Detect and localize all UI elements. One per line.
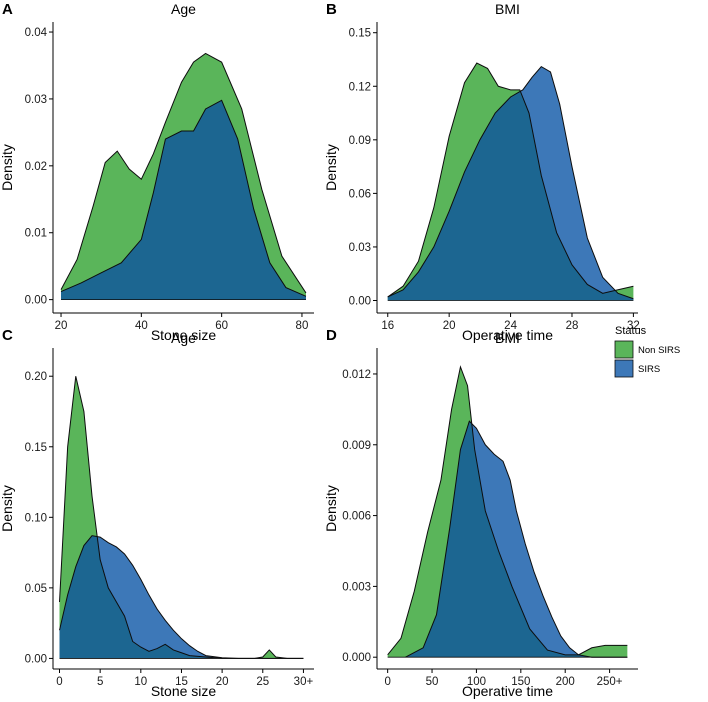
panel-d-y-tick-label-0-000: 0.000 — [342, 652, 371, 664]
panel-a-x-axis-title: Age — [171, 330, 196, 346]
panel-b-letter: B — [326, 1, 337, 18]
panel-a-x-tick-label-40: 40 — [135, 320, 148, 332]
panel-d-x-tick-label-250: 250+ — [597, 676, 623, 688]
panel-b-x-tick-label-28: 28 — [566, 320, 579, 332]
panel-b-non-sirs-line — [387, 62, 634, 298]
panel-d-non-sirs-line — [387, 365, 628, 656]
panel-c-non-sirs-line — [59, 376, 304, 659]
legend-swatch-non-sirs — [614, 340, 634, 359]
legend-title: Status — [615, 325, 647, 337]
panel-c-x-tick-label-10: 10 — [134, 676, 147, 688]
panel-a-x-tick-label-20: 20 — [55, 320, 68, 332]
panel-a-y-tick-label-0-01: 0.01 — [25, 228, 47, 240]
panel-b-y-tick-label-0-09: 0.09 — [349, 135, 371, 147]
panel-b-y-tick-label-0-12: 0.12 — [349, 81, 371, 93]
chart-panels: 20 40 60 80 0.00 0.01 0.02 0.03 0.04 Age A Age Densi… — [0, 1, 640, 699]
panel-a-y-tick-label-0-02: 0.02 — [25, 161, 47, 173]
panel-d-x-axis-title: Operative time — [462, 683, 553, 699]
panel-c-x-tick-label-20: 20 — [216, 676, 229, 688]
panel-b-y-axis-title: Density — [323, 144, 339, 191]
panel-a-x-tick-label-80: 80 — [296, 320, 309, 332]
panel-a-y-tick-label-0-04: 0.04 — [25, 27, 48, 39]
panel-d-y-tick-label-0-009: 0.009 — [342, 440, 371, 452]
panel-d: 0 50 100 150 200 250+ 0.000 0.003 0.006 0.009 0.01… — [323, 327, 638, 699]
panel-c-y-tick-label-0-00: 0.00 — [25, 653, 47, 665]
panel-c-title: Stone size — [151, 327, 217, 343]
legend-label-sirs: SIRS — [638, 364, 660, 375]
panel-c-x-tick-label-5: 5 — [97, 676, 103, 688]
panel-a-y-tick-label-0-03: 0.03 — [25, 94, 47, 106]
panel-c-x-tick-label-15: 15 — [175, 676, 188, 688]
panel-d-title: Operative time — [462, 327, 553, 343]
legend-label-non-sirs: Non SIRS — [638, 345, 680, 356]
panel-a-sirs-line — [60, 99, 307, 297]
panel-a-y-tick-label-0-00: 0.00 — [25, 295, 47, 307]
panel-c-x-tick-label-30: 30+ — [294, 676, 314, 688]
panel-c-y-tick-label-0-10: 0.10 — [25, 512, 47, 524]
panel-c-letter: C — [2, 327, 13, 344]
panel-a-overlap-area — [61, 100, 306, 300]
panel-d-y-axis-title: Density — [323, 485, 339, 532]
panel-a-x-tick-label-60: 60 — [215, 320, 228, 332]
panel-c-x-tick-label-25: 25 — [256, 676, 269, 688]
panel-d-letter: D — [326, 327, 337, 344]
panel-c-x-axis-title: Stone size — [151, 683, 217, 699]
panel-d-y-tick-label-0-003: 0.003 — [342, 581, 371, 593]
panel-d-x-tick-label-0: 0 — [384, 676, 390, 688]
panel-a: 20 40 60 80 0.00 0.01 0.02 0.03 0.04 Age A Age Densi… — [0, 1, 314, 346]
panel-a-title: Age — [171, 1, 196, 17]
panel-d-y-tick-label-0-012: 0.012 — [342, 369, 371, 381]
legend: Status Non SIRS SIRS — [614, 325, 680, 378]
legend-swatch-sirs — [614, 359, 634, 378]
panel-b-sirs-line — [387, 65, 634, 300]
panel-b-x-tick-label-20: 20 — [443, 320, 456, 332]
panel-b-x-tick-label-16: 16 — [381, 320, 394, 332]
panel-d-x-tick-label-200: 200 — [556, 676, 575, 688]
panel-c-y-tick-label-0-05: 0.05 — [25, 583, 47, 595]
panel-d-x-tick-label-50: 50 — [426, 676, 439, 688]
panel-c-sirs-line — [59, 535, 304, 659]
panel-c-y-tick-label-0-15: 0.15 — [25, 442, 47, 454]
panel-a-letter: A — [2, 1, 13, 18]
panel-c-y-tick-label-0-20: 0.20 — [25, 371, 47, 383]
panel-b: 16 20 24 28 32 0.00 0.03 0.06 0.09 0.12 0.15 BMI B BM… — [323, 1, 640, 346]
panel-b-y-tick-label-0-06: 0.06 — [349, 188, 371, 200]
panel-b-x-axis-title: BMI — [495, 330, 520, 346]
panel-c: 0 5 10 15 20 25 30+ 0.00 0.05 0.10 0.15 0.20 Stone s… — [0, 327, 314, 699]
panel-b-x-tick-label-24: 24 — [504, 320, 517, 332]
panel-d-x-tick-label-100: 100 — [467, 676, 486, 688]
panel-b-y-tick-label-0-00: 0.00 — [349, 296, 371, 308]
panel-d-sirs-line — [405, 420, 628, 658]
panel-a-y-axis-title: Density — [0, 144, 15, 191]
panel-b-title: BMI — [495, 1, 520, 17]
panel-c-y-axis-title: Density — [0, 485, 15, 532]
panel-d-y-tick-label-0-006: 0.006 — [342, 511, 371, 523]
panel-b-y-tick-label-0-15: 0.15 — [349, 28, 371, 40]
panel-a-non-sirs-line — [60, 52, 307, 294]
panel-b-y-tick-label-0-03: 0.03 — [349, 242, 371, 254]
panel-b-x-tick-label-32: 32 — [627, 320, 640, 332]
panel-c-x-tick-label-0: 0 — [56, 676, 62, 688]
panel-d-x-tick-label-150: 150 — [511, 676, 530, 688]
